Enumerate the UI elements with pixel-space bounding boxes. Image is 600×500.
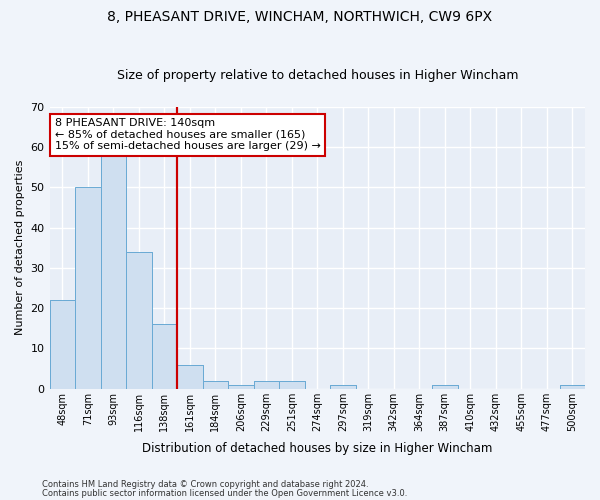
Text: 8 PHEASANT DRIVE: 140sqm
← 85% of detached houses are smaller (165)
15% of semi-: 8 PHEASANT DRIVE: 140sqm ← 85% of detach… (55, 118, 321, 152)
Bar (279, 380, 305, 388)
Bar (254, 380, 279, 388)
Bar (177, 364, 203, 388)
Bar (560, 384, 585, 388)
Bar (126, 252, 152, 388)
Bar (126, 252, 152, 388)
Bar (228, 384, 254, 388)
Bar (177, 364, 203, 388)
Bar (75, 188, 101, 388)
Text: Contains public sector information licensed under the Open Government Licence v3: Contains public sector information licen… (42, 489, 407, 498)
Bar (101, 155, 126, 388)
Bar (152, 324, 177, 388)
Bar (50, 300, 75, 388)
Bar (330, 384, 356, 388)
Bar (101, 155, 126, 388)
Title: Size of property relative to detached houses in Higher Wincham: Size of property relative to detached ho… (116, 69, 518, 82)
Bar (432, 384, 458, 388)
Bar (228, 384, 254, 388)
Bar (254, 380, 279, 388)
Bar (203, 380, 228, 388)
Y-axis label: Number of detached properties: Number of detached properties (15, 160, 25, 336)
Bar (279, 380, 305, 388)
Text: 8, PHEASANT DRIVE, WINCHAM, NORTHWICH, CW9 6PX: 8, PHEASANT DRIVE, WINCHAM, NORTHWICH, C… (107, 10, 493, 24)
X-axis label: Distribution of detached houses by size in Higher Wincham: Distribution of detached houses by size … (142, 442, 493, 455)
Bar (75, 188, 101, 388)
Bar (560, 384, 585, 388)
Bar (330, 384, 356, 388)
Text: Contains HM Land Registry data © Crown copyright and database right 2024.: Contains HM Land Registry data © Crown c… (42, 480, 368, 489)
Bar (152, 324, 177, 388)
Bar (432, 384, 458, 388)
Bar (50, 300, 75, 388)
Bar (203, 380, 228, 388)
